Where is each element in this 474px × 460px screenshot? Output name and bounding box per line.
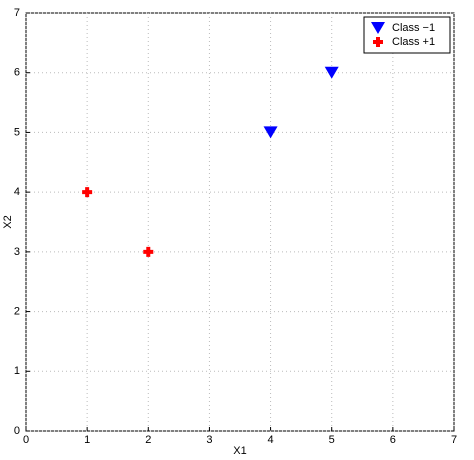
point — [263, 126, 278, 139]
y-axis-label: X2 — [2, 215, 14, 228]
x-tick-label: 5 — [329, 434, 335, 446]
legend-label: Class +1 — [392, 36, 435, 48]
x-tick-label: 6 — [390, 434, 396, 446]
legend-marker — [373, 37, 383, 47]
x-tick-label: 7 — [451, 434, 457, 446]
y-tick-label: 1 — [14, 365, 20, 377]
y-tick-label: 4 — [14, 186, 20, 198]
y-tick-label: 0 — [14, 425, 20, 437]
legend-marker — [371, 22, 385, 34]
point — [143, 246, 154, 257]
y-tick-label: 3 — [14, 246, 20, 258]
y-tick-label: 7 — [14, 7, 20, 19]
point — [324, 66, 339, 79]
legend-label: Class −1 — [392, 22, 435, 34]
x-tick-label: 4 — [268, 434, 274, 446]
y-tick-label: 6 — [14, 67, 20, 79]
y-tick-label: 2 — [14, 305, 20, 317]
x-axis-label: X1 — [233, 445, 246, 457]
point — [82, 187, 93, 198]
x-tick-label: 0 — [23, 434, 29, 446]
plot-frame — [25, 12, 455, 432]
x-tick-label: 1 — [84, 434, 90, 446]
y-tick-label: 5 — [14, 126, 20, 138]
x-tick-label: 3 — [206, 434, 212, 446]
x-tick-label: 2 — [145, 434, 151, 446]
